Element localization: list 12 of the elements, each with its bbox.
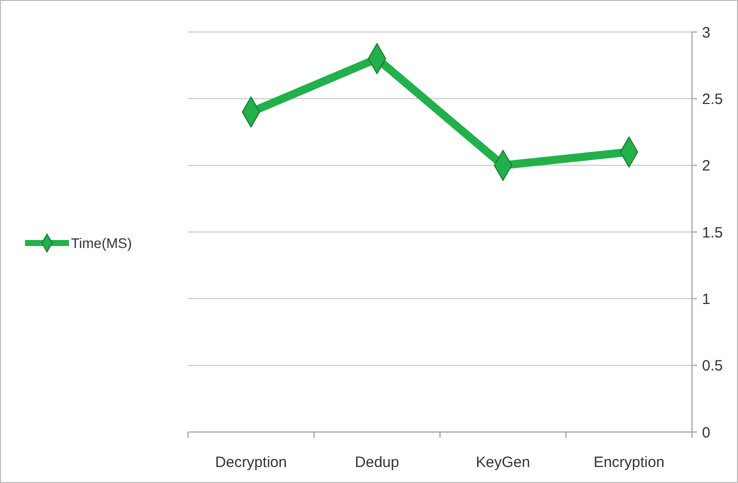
legend-label: Time(MS) <box>71 234 132 251</box>
x-tick-label: KeyGen <box>476 454 530 471</box>
x-tick-label: Decryption <box>215 454 287 471</box>
y-tick-label: 2 <box>702 158 710 175</box>
x-tick-label: Encryption <box>594 454 664 471</box>
y-tick-label: 2.5 <box>702 90 723 108</box>
x-tick-label: Dedup <box>354 454 400 471</box>
y-tick-label: 3 <box>702 24 710 42</box>
y-tick-label: 0 <box>702 424 710 442</box>
y-tick-label: 1.5 <box>702 224 723 242</box>
y-tick-label: 1 <box>702 290 710 308</box>
y-tick-label: 0.5 <box>702 358 723 375</box>
